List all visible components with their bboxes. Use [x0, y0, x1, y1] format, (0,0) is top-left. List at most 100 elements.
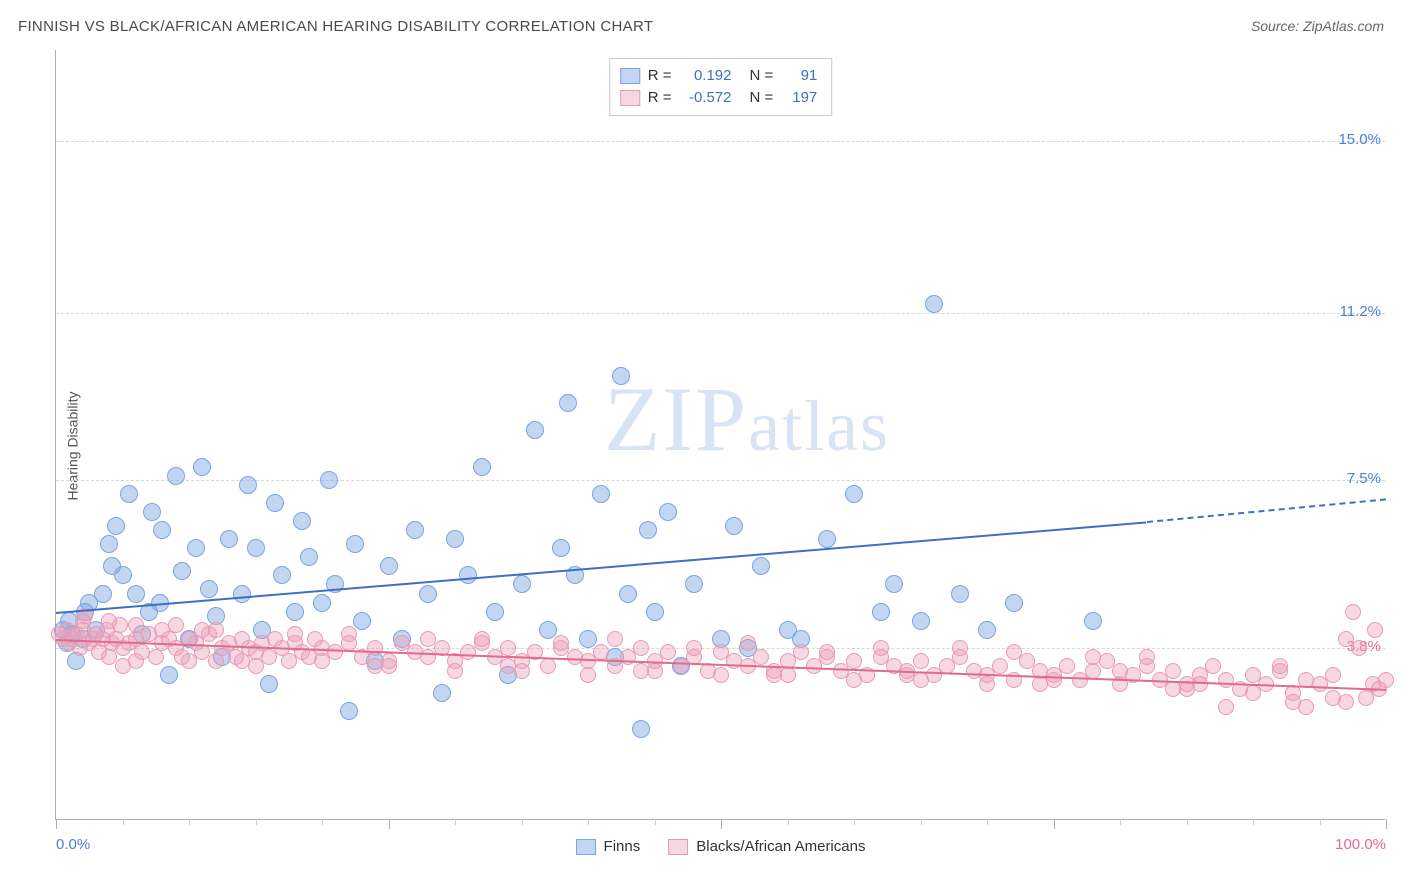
x-tick-major [389, 819, 390, 829]
legend-n-label: N = [750, 65, 774, 87]
data-point-blacks [128, 653, 144, 669]
data-point-blacks [766, 667, 782, 683]
data-point-blacks [1205, 658, 1221, 674]
data-point-blacks [367, 658, 383, 674]
data-point-blacks [1218, 699, 1234, 715]
data-point-blacks [1298, 699, 1314, 715]
data-point-finns [107, 517, 125, 535]
data-point-finns [526, 421, 544, 439]
data-point-blacks [913, 653, 929, 669]
data-point-finns [433, 684, 451, 702]
data-point-finns [446, 530, 464, 548]
x-tick-minor [322, 819, 323, 825]
data-point-blacks [593, 644, 609, 660]
data-point-finns [559, 394, 577, 412]
legend-r-value: 0.192 [680, 65, 732, 87]
data-point-finns [193, 458, 211, 476]
data-point-finns [273, 566, 291, 584]
legend-series-label: Finns [604, 838, 641, 855]
x-tick-major [1386, 819, 1387, 829]
data-point-finns [233, 585, 251, 603]
data-point-finns [592, 485, 610, 503]
legend-n-value: 91 [781, 65, 817, 87]
data-point-blacks [1338, 631, 1354, 647]
correlation-legend: R =0.192N =91R =-0.572N =197 [609, 58, 833, 116]
data-point-blacks [234, 653, 250, 669]
scatter-plot: ZIPatlas R =0.192N =91R =-0.572N =197 Fi… [55, 50, 1385, 820]
data-point-blacks [607, 631, 623, 647]
data-point-finns [160, 666, 178, 684]
data-point-blacks [447, 663, 463, 679]
x-tick-label: 0.0% [56, 836, 90, 853]
data-point-blacks [341, 626, 357, 642]
data-point-finns [872, 603, 890, 621]
data-point-finns [167, 467, 185, 485]
data-point-blacks [819, 644, 835, 660]
data-point-blacks [686, 640, 702, 656]
chart-title: FINNISH VS BLACK/AFRICAN AMERICAN HEARIN… [18, 18, 653, 35]
data-point-blacks [580, 667, 596, 683]
data-point-finns [646, 603, 664, 621]
data-point-finns [419, 585, 437, 603]
data-point-blacks [846, 653, 862, 669]
data-point-blacks [979, 676, 995, 692]
data-point-finns [260, 675, 278, 693]
x-tick-minor [788, 819, 789, 825]
bottom-legend-item: Finns [576, 838, 641, 855]
data-point-finns [100, 535, 118, 553]
data-point-blacks [500, 658, 516, 674]
gridline [56, 313, 1385, 314]
data-point-blacks [753, 649, 769, 665]
data-point-finns [552, 539, 570, 557]
data-point-finns [143, 503, 161, 521]
data-point-blacks [1059, 658, 1075, 674]
legend-r-value: -0.572 [680, 87, 732, 109]
data-point-finns [187, 539, 205, 557]
data-point-blacks [633, 663, 649, 679]
x-tick-minor [1320, 819, 1321, 825]
data-point-finns [1005, 594, 1023, 612]
data-point-finns [346, 535, 364, 553]
data-point-finns [818, 530, 836, 548]
x-tick-label: 100.0% [1335, 836, 1386, 853]
data-point-finns [293, 512, 311, 530]
data-point-finns [153, 521, 171, 539]
x-tick-minor [256, 819, 257, 825]
data-point-blacks [1272, 658, 1288, 674]
legend-swatch [620, 90, 640, 106]
data-point-blacks [1139, 649, 1155, 665]
data-point-blacks [1351, 640, 1367, 656]
data-point-finns [120, 485, 138, 503]
x-tick-minor [522, 819, 523, 825]
data-point-finns [885, 575, 903, 593]
legend-row-blacks: R =-0.572N =197 [620, 87, 818, 109]
data-point-blacks [899, 667, 915, 683]
data-point-blacks [1032, 676, 1048, 692]
x-tick-major [1054, 819, 1055, 829]
data-point-finns [685, 575, 703, 593]
legend-swatch [576, 839, 596, 855]
x-tick-minor [987, 819, 988, 825]
y-tick-label: 7.5% [1347, 470, 1387, 487]
data-point-finns [239, 476, 257, 494]
data-point-blacks [1325, 690, 1341, 706]
data-point-blacks [740, 635, 756, 651]
data-point-blacks [194, 622, 210, 638]
data-point-finns [320, 471, 338, 489]
data-point-blacks [660, 644, 676, 660]
data-point-blacks [952, 640, 968, 656]
data-point-finns [513, 575, 531, 593]
data-point-blacks [1345, 604, 1361, 620]
data-point-finns [459, 566, 477, 584]
data-point-finns [313, 594, 331, 612]
gridline [56, 141, 1385, 142]
data-point-finns [845, 485, 863, 503]
x-tick-minor [189, 819, 190, 825]
data-point-finns [725, 517, 743, 535]
data-point-blacks [1165, 663, 1181, 679]
legend-n-value: 197 [781, 87, 817, 109]
legend-n-label: N = [750, 87, 774, 109]
data-point-finns [951, 585, 969, 603]
x-tick-minor [1187, 819, 1188, 825]
data-point-finns [612, 367, 630, 385]
